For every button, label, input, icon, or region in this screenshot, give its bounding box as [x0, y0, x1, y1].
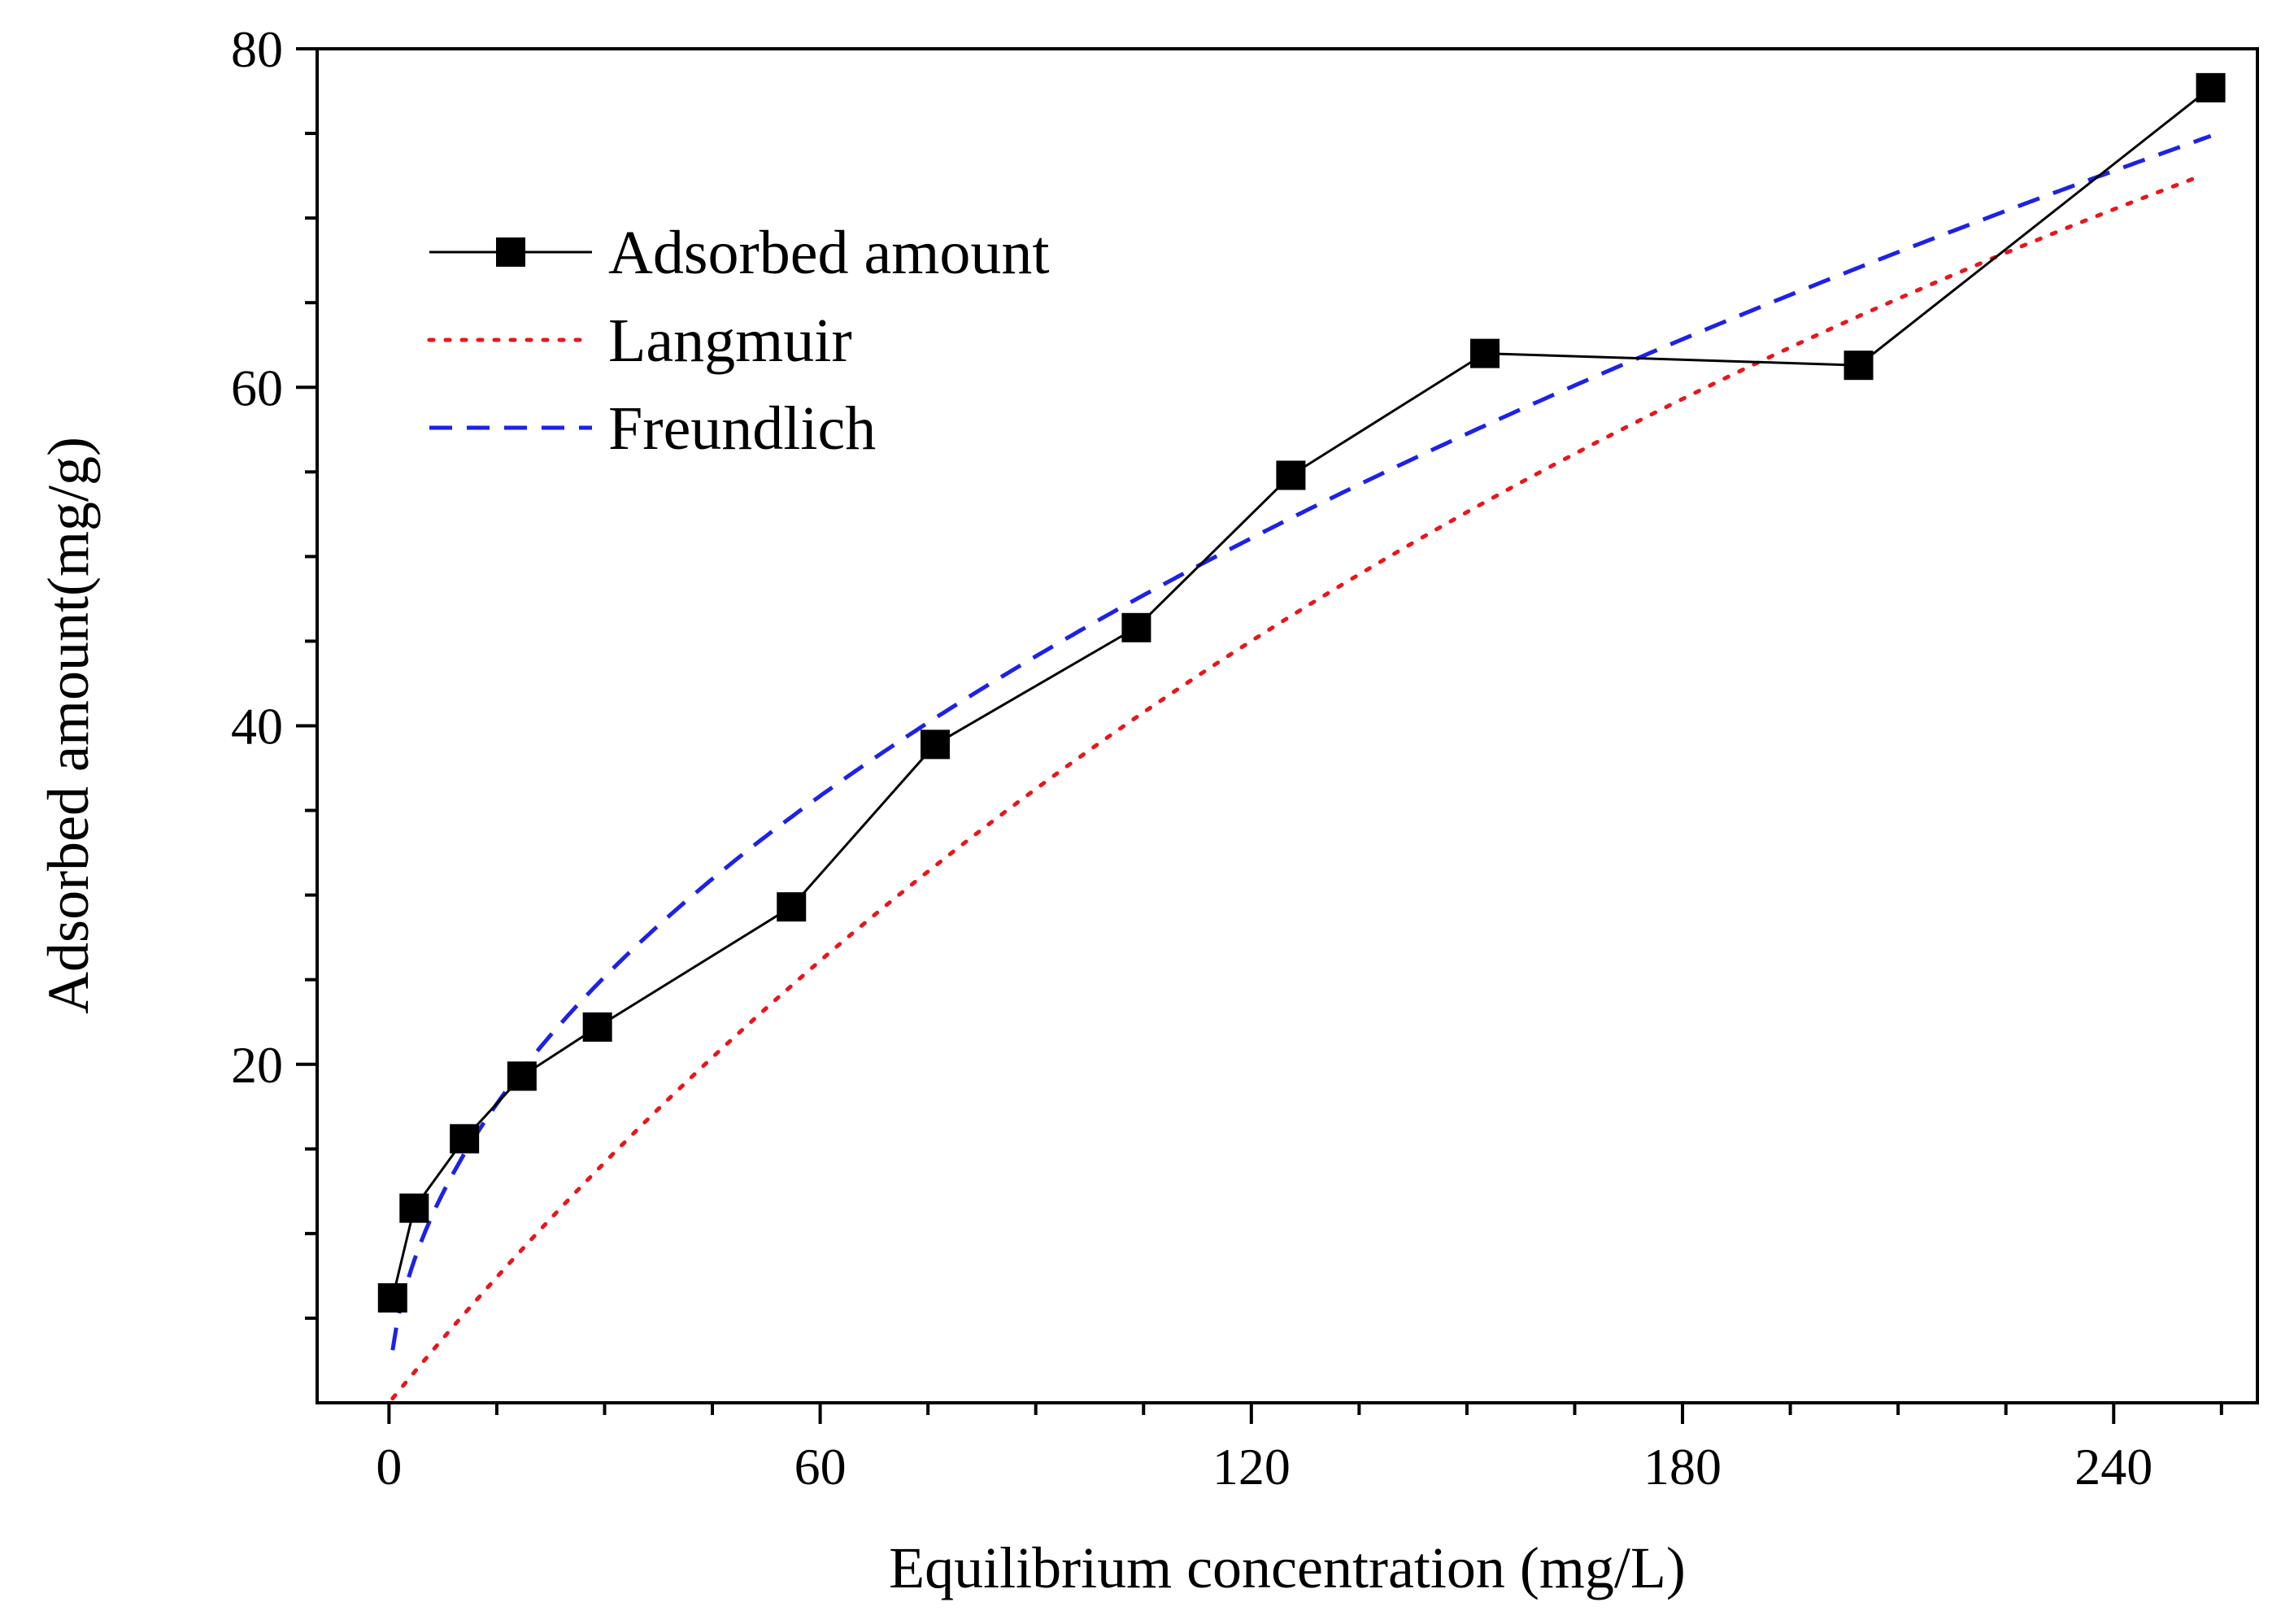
- adsorbed-amount-point: [920, 729, 950, 760]
- legend-label-langmuir: Langmuir: [608, 307, 852, 375]
- adsorbed-amount-point: [1276, 460, 1306, 490]
- x-tick-label: 60: [794, 1438, 847, 1496]
- adsorbed-amount-point: [777, 892, 807, 922]
- y-tick-label: 80: [231, 20, 283, 78]
- y-tick-label: 40: [231, 698, 283, 755]
- legend-label-freundlich: Freundlich: [608, 394, 876, 463]
- y-tick-label: 20: [231, 1036, 283, 1094]
- adsorbed-amount-point: [377, 1282, 407, 1313]
- legend-label-adsorbed-amount: Adsorbed amount: [608, 219, 1049, 287]
- adsorbed-amount-point: [1121, 612, 1151, 642]
- adsorbed-amount-point: [507, 1061, 537, 1091]
- adsorbed-amount-point: [2196, 72, 2226, 102]
- axis-ticks: [296, 47, 2223, 1424]
- x-tick-label: 180: [1643, 1438, 1722, 1496]
- x-tick-label: 0: [376, 1438, 402, 1496]
- y-tick-label: 60: [231, 359, 283, 416]
- legend: Adsorbed amount Langmuir Freundlich: [427, 219, 1049, 463]
- tick-labels: 0 60 120 180 240 20 40 60 80: [231, 20, 2153, 1496]
- adsorbed-amount-point: [1470, 338, 1500, 368]
- x-axis-title: Equilibrium concentration (mg/L): [889, 1535, 1686, 1600]
- x-tick-label: 240: [2074, 1438, 2153, 1496]
- legend-marker-adsorbed-amount: [496, 237, 525, 267]
- freundlich-curve: [390, 133, 2212, 1351]
- langmuir-curve: [390, 175, 2199, 1401]
- plot-frame: [316, 47, 2259, 1404]
- adsorbed-amount-point: [399, 1193, 429, 1223]
- adsorbed-amount-point: [582, 1012, 612, 1042]
- x-tick-label: 120: [1212, 1438, 1291, 1496]
- adsorbed-amount-point: [1843, 350, 1874, 381]
- adsorbed-amount-point: [450, 1124, 480, 1154]
- plot-series: [377, 72, 2226, 1401]
- y-axis-title: Adsorbed amount(mg/g): [36, 437, 101, 1014]
